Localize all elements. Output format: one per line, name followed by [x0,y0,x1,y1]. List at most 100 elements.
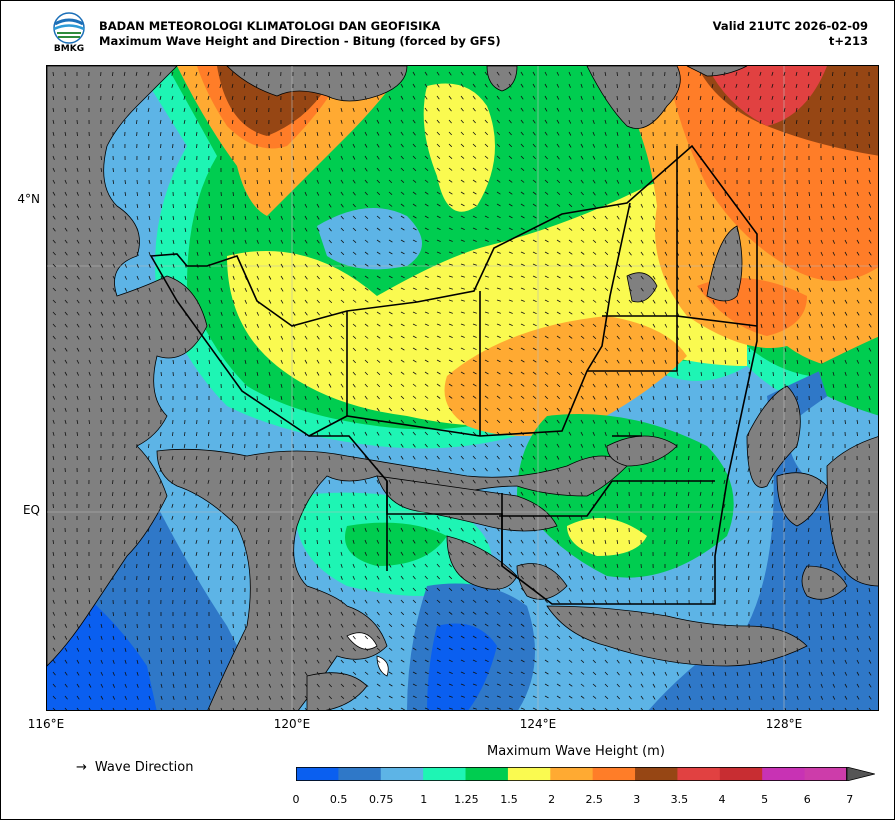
direction-arrow [100,671,104,676]
direction-arrow [652,215,656,220]
direction-arrow [844,311,848,316]
direction-arrow [304,155,307,160]
direction-arrow [280,647,283,652]
direction-arrow [412,455,416,460]
direction-arrow [52,167,55,172]
direction-arrow [147,83,150,88]
direction-arrow [652,671,656,676]
direction-arrow [364,407,368,412]
direction-arrow [556,455,560,460]
direction-arrow [268,383,271,388]
direction-arrow [544,479,548,484]
direction-arrow [520,671,525,675]
direction-arrow [436,503,440,508]
direction-arrow [868,407,871,412]
direction-arrow [148,443,150,449]
direction-arrow [496,527,500,532]
direction-arrow [136,347,139,353]
direction-arrow [604,479,607,484]
direction-arrow [352,395,356,400]
direction-arrow [280,287,284,292]
direction-arrow [568,431,572,436]
direction-arrow [820,539,822,545]
direction-arrow [580,335,585,339]
direction-arrow [568,311,573,315]
direction-arrow [400,515,404,520]
direction-arrow [796,563,798,568]
direction-arrow [112,683,115,688]
direction-arrow [436,611,441,615]
direction-arrow [628,143,631,148]
direction-arrow [760,143,762,149]
direction-arrow [819,527,822,532]
direction-arrow [748,263,751,268]
direction-arrow [208,143,210,149]
direction-arrow [568,155,572,160]
direction-arrow [592,551,595,556]
direction-arrow [520,707,525,710]
direction-arrow [207,539,210,544]
direction-arrow [304,203,308,208]
direction-arrow [52,647,56,652]
direction-arrow [771,455,774,460]
colorbar-tick-label: 5 [761,793,769,806]
direction-arrow [688,383,691,388]
direction-arrow [628,371,632,376]
direction-arrow [748,683,751,688]
direction-arrow [76,587,79,592]
direction-arrow [556,383,561,388]
colorbar-segment [635,767,678,781]
direction-arrow [688,191,691,196]
direction-arrow [496,635,501,639]
direction-arrow [604,143,607,148]
direction-arrow [556,599,560,604]
direction-arrow [316,311,320,316]
direction-arrow [76,179,79,184]
direction-arrow [748,671,751,676]
direction-arrow [592,671,597,676]
direction-arrow [496,155,501,159]
direction-arrow [628,383,632,388]
direction-arrow [604,275,609,279]
direction-arrow [88,347,92,352]
direction-arrow [520,239,525,243]
direction-arrow [328,167,332,172]
direction-arrow [352,551,355,556]
direction-arrow [436,455,440,460]
direction-arrow [64,119,66,125]
direction-arrow [376,599,380,604]
direction-arrow [376,539,380,544]
direction-arrow [652,635,655,640]
direction-arrow [771,467,774,472]
direction-arrow [436,695,441,698]
direction-arrow [388,275,393,279]
direction-arrow [508,467,512,472]
direction-arrow [364,383,368,388]
direction-arrow [424,311,429,314]
direction-arrow [808,383,810,389]
direction-arrow [712,323,715,328]
direction-arrow [796,227,799,233]
direction-arrow [568,71,571,76]
direction-arrow [172,707,175,710]
direction-arrow [256,227,259,232]
direction-arrow [628,623,631,628]
direction-arrow [472,335,477,338]
direction-arrow [604,227,608,232]
direction-arrow [604,395,608,400]
direction-arrow [208,371,210,377]
direction-arrow [292,695,296,700]
direction-arrow [136,323,139,328]
direction-arrow [400,275,405,279]
direction-arrow [688,287,692,292]
direction-arrow [280,671,284,676]
direction-arrow [580,611,584,616]
direction-arrow [568,95,571,100]
direction-arrow [699,83,702,88]
direction-arrow [760,695,763,700]
direction-arrow [328,323,332,328]
direction-arrow [364,131,368,136]
direction-arrow [568,119,572,124]
direction-arrow [147,455,150,460]
direction-arrow [147,95,150,100]
